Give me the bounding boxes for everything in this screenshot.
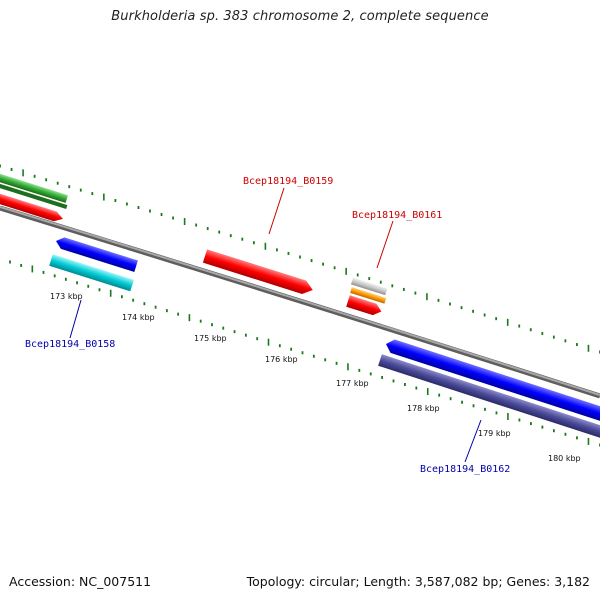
feature-b0158[interactable] <box>54 235 138 272</box>
feature-b0162[interactable] <box>384 337 600 425</box>
leader-b0161 <box>376 220 394 269</box>
feature-grey <box>350 277 388 296</box>
tick-label: 180 kbp <box>548 454 581 463</box>
tick-label: 174 kbp <box>122 313 155 322</box>
feature-b0159[interactable] <box>202 249 315 296</box>
leader-b0158 <box>69 299 82 339</box>
feature-orange <box>350 287 387 304</box>
tick-labels: 173 kbp 174 kbp 175 kbp 176 kbp 177 kbp … <box>50 292 581 463</box>
chromosome-backbone <box>0 205 600 399</box>
gene-label-b0161[interactable]: Bcep18194_B0161 <box>352 210 442 221</box>
summary-text: Topology: circular; Length: 3,587,082 bp… <box>246 574 590 589</box>
gene-label-b0162[interactable]: Bcep18194_B0162 <box>420 464 510 475</box>
feature-cyan <box>49 254 134 292</box>
gene-label-b0159[interactable]: Bcep18194_B0159 <box>243 176 333 187</box>
feature-purple <box>378 354 600 440</box>
tick-label: 179 kbp <box>478 429 511 438</box>
tick-label: 173 kbp <box>50 292 83 301</box>
map-title: Burkholderia sp. 383 chromosome 2, compl… <box>111 9 489 24</box>
accession-text: Accession: NC_007511 <box>9 574 152 589</box>
feature-red-left <box>0 191 63 222</box>
feature-b0161[interactable] <box>346 295 383 317</box>
feature-green-bottom <box>0 181 68 209</box>
tick-label: 177 kbp <box>336 379 369 388</box>
leader-b0162 <box>464 419 482 463</box>
tick-label: 175 kbp <box>194 334 227 343</box>
tick-label: 176 kbp <box>265 355 298 364</box>
feature-green-top <box>0 171 68 203</box>
gene-label-b0158[interactable]: Bcep18194_B0158 <box>25 339 115 350</box>
leader-b0159 <box>268 187 285 235</box>
tick-marks <box>0 164 600 447</box>
tick-label: 178 kbp <box>407 404 440 413</box>
